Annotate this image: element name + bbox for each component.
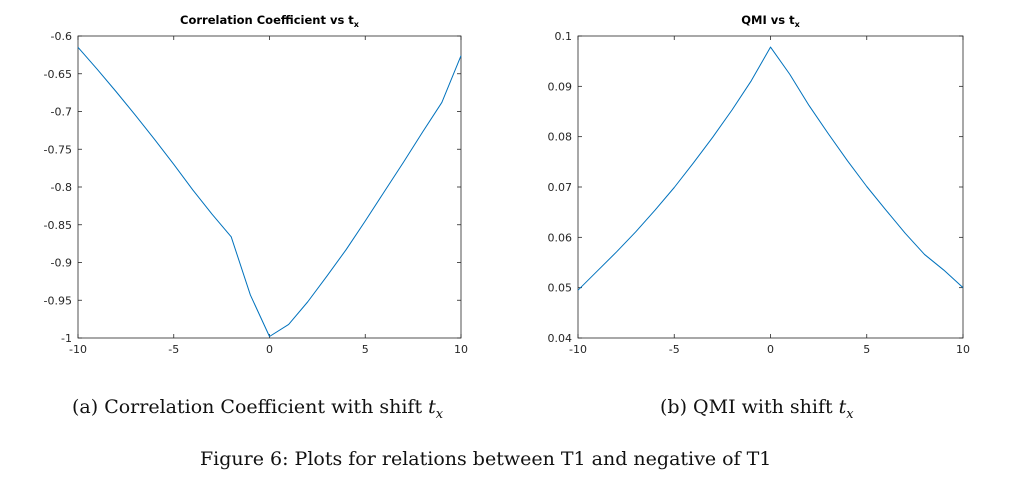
qmi-ytick-label: 0.1 — [555, 30, 573, 43]
qmi-ytick-label: 0.05 — [548, 282, 573, 295]
subcaption-a: (a) Correlation Coefficient with shift t… — [72, 396, 443, 422]
qmi-xtick-label: 5 — [863, 343, 870, 356]
qmi-title-subscript: x — [795, 20, 801, 29]
cc-chart: -10 -5 0 5 10 -1 -0.95 -0.9 -0.85 -0.8 -0.75 -0.7 -0… — [44, 13, 468, 356]
subcaption-a-math-var: t — [428, 396, 436, 418]
cc-xtick-label: -5 — [168, 343, 179, 356]
cc-ytick-label: -0.75 — [44, 143, 72, 156]
cc-title-subscript: x — [354, 20, 360, 29]
qmi-chart: -10 -5 0 5 10 0.04 0.05 0.06 0.07 0.08 0.09 0.1 QMI … — [548, 13, 971, 356]
cc-ytick-label: -0.85 — [44, 219, 72, 232]
cc-ytick-label: -0.9 — [51, 257, 72, 270]
qmi-xtick-label: 10 — [956, 343, 970, 356]
qmi-series-line — [577, 46, 964, 291]
subcaption-b-math-sub: x — [846, 406, 854, 422]
subcaption-b-math-var: t — [838, 396, 847, 418]
cc-ytick-label: -0.7 — [51, 106, 72, 119]
qmi-ytick-label: 0.06 — [548, 231, 573, 244]
cc-axes-box — [77, 35, 462, 339]
cc-xtick-label: 5 — [362, 343, 369, 356]
cc-ytick-label: -0.8 — [51, 181, 72, 194]
cc-xtick-label: 10 — [454, 343, 468, 356]
subcaption-a-math: tx — [428, 396, 443, 422]
cc-ytick-label: -0.6 — [51, 30, 72, 43]
qmi-ytick-label: 0.04 — [548, 332, 573, 345]
cc-title: Correlation Coefficient vs tx — [180, 13, 360, 29]
qmi-axes-box — [577, 35, 964, 339]
subcaption-b: (b) QMI with shift tx — [660, 396, 854, 422]
qmi-title-main: QMI vs t — [741, 13, 795, 27]
qmi-ytick-label: 0.09 — [548, 80, 573, 93]
qmi-xtick-label: 0 — [767, 343, 774, 356]
qmi-xtick-label: -10 — [569, 343, 587, 356]
qmi-ytick-label: 0.08 — [548, 131, 573, 144]
qmi-xtick-label: -5 — [669, 343, 680, 356]
subcaption-b-math: tx — [838, 396, 854, 422]
cc-xtick-label: 0 — [266, 343, 273, 356]
subcaption-b-label: (b) — [660, 396, 687, 418]
subcaption-a-text: Correlation Coefficient with shift — [104, 396, 423, 418]
cc-series-line — [77, 46, 462, 337]
cc-xtick-label: -10 — [69, 343, 87, 356]
figure-caption: Figure 6: Plots for relations between T1… — [200, 448, 772, 470]
subcaption-a-label: (a) — [72, 396, 99, 418]
subcaption-a-math-sub: x — [435, 406, 444, 422]
cc-ytick-label: -0.65 — [44, 68, 72, 81]
qmi-ytick-label: 0.07 — [548, 181, 573, 194]
cc-title-main: Correlation Coefficient vs t — [180, 13, 354, 27]
qmi-title: QMI vs tx — [741, 13, 800, 29]
cc-ytick-label: -1 — [61, 332, 72, 345]
cc-ytick-label: -0.95 — [44, 294, 72, 307]
subcaption-b-text: QMI with shift — [693, 396, 833, 418]
